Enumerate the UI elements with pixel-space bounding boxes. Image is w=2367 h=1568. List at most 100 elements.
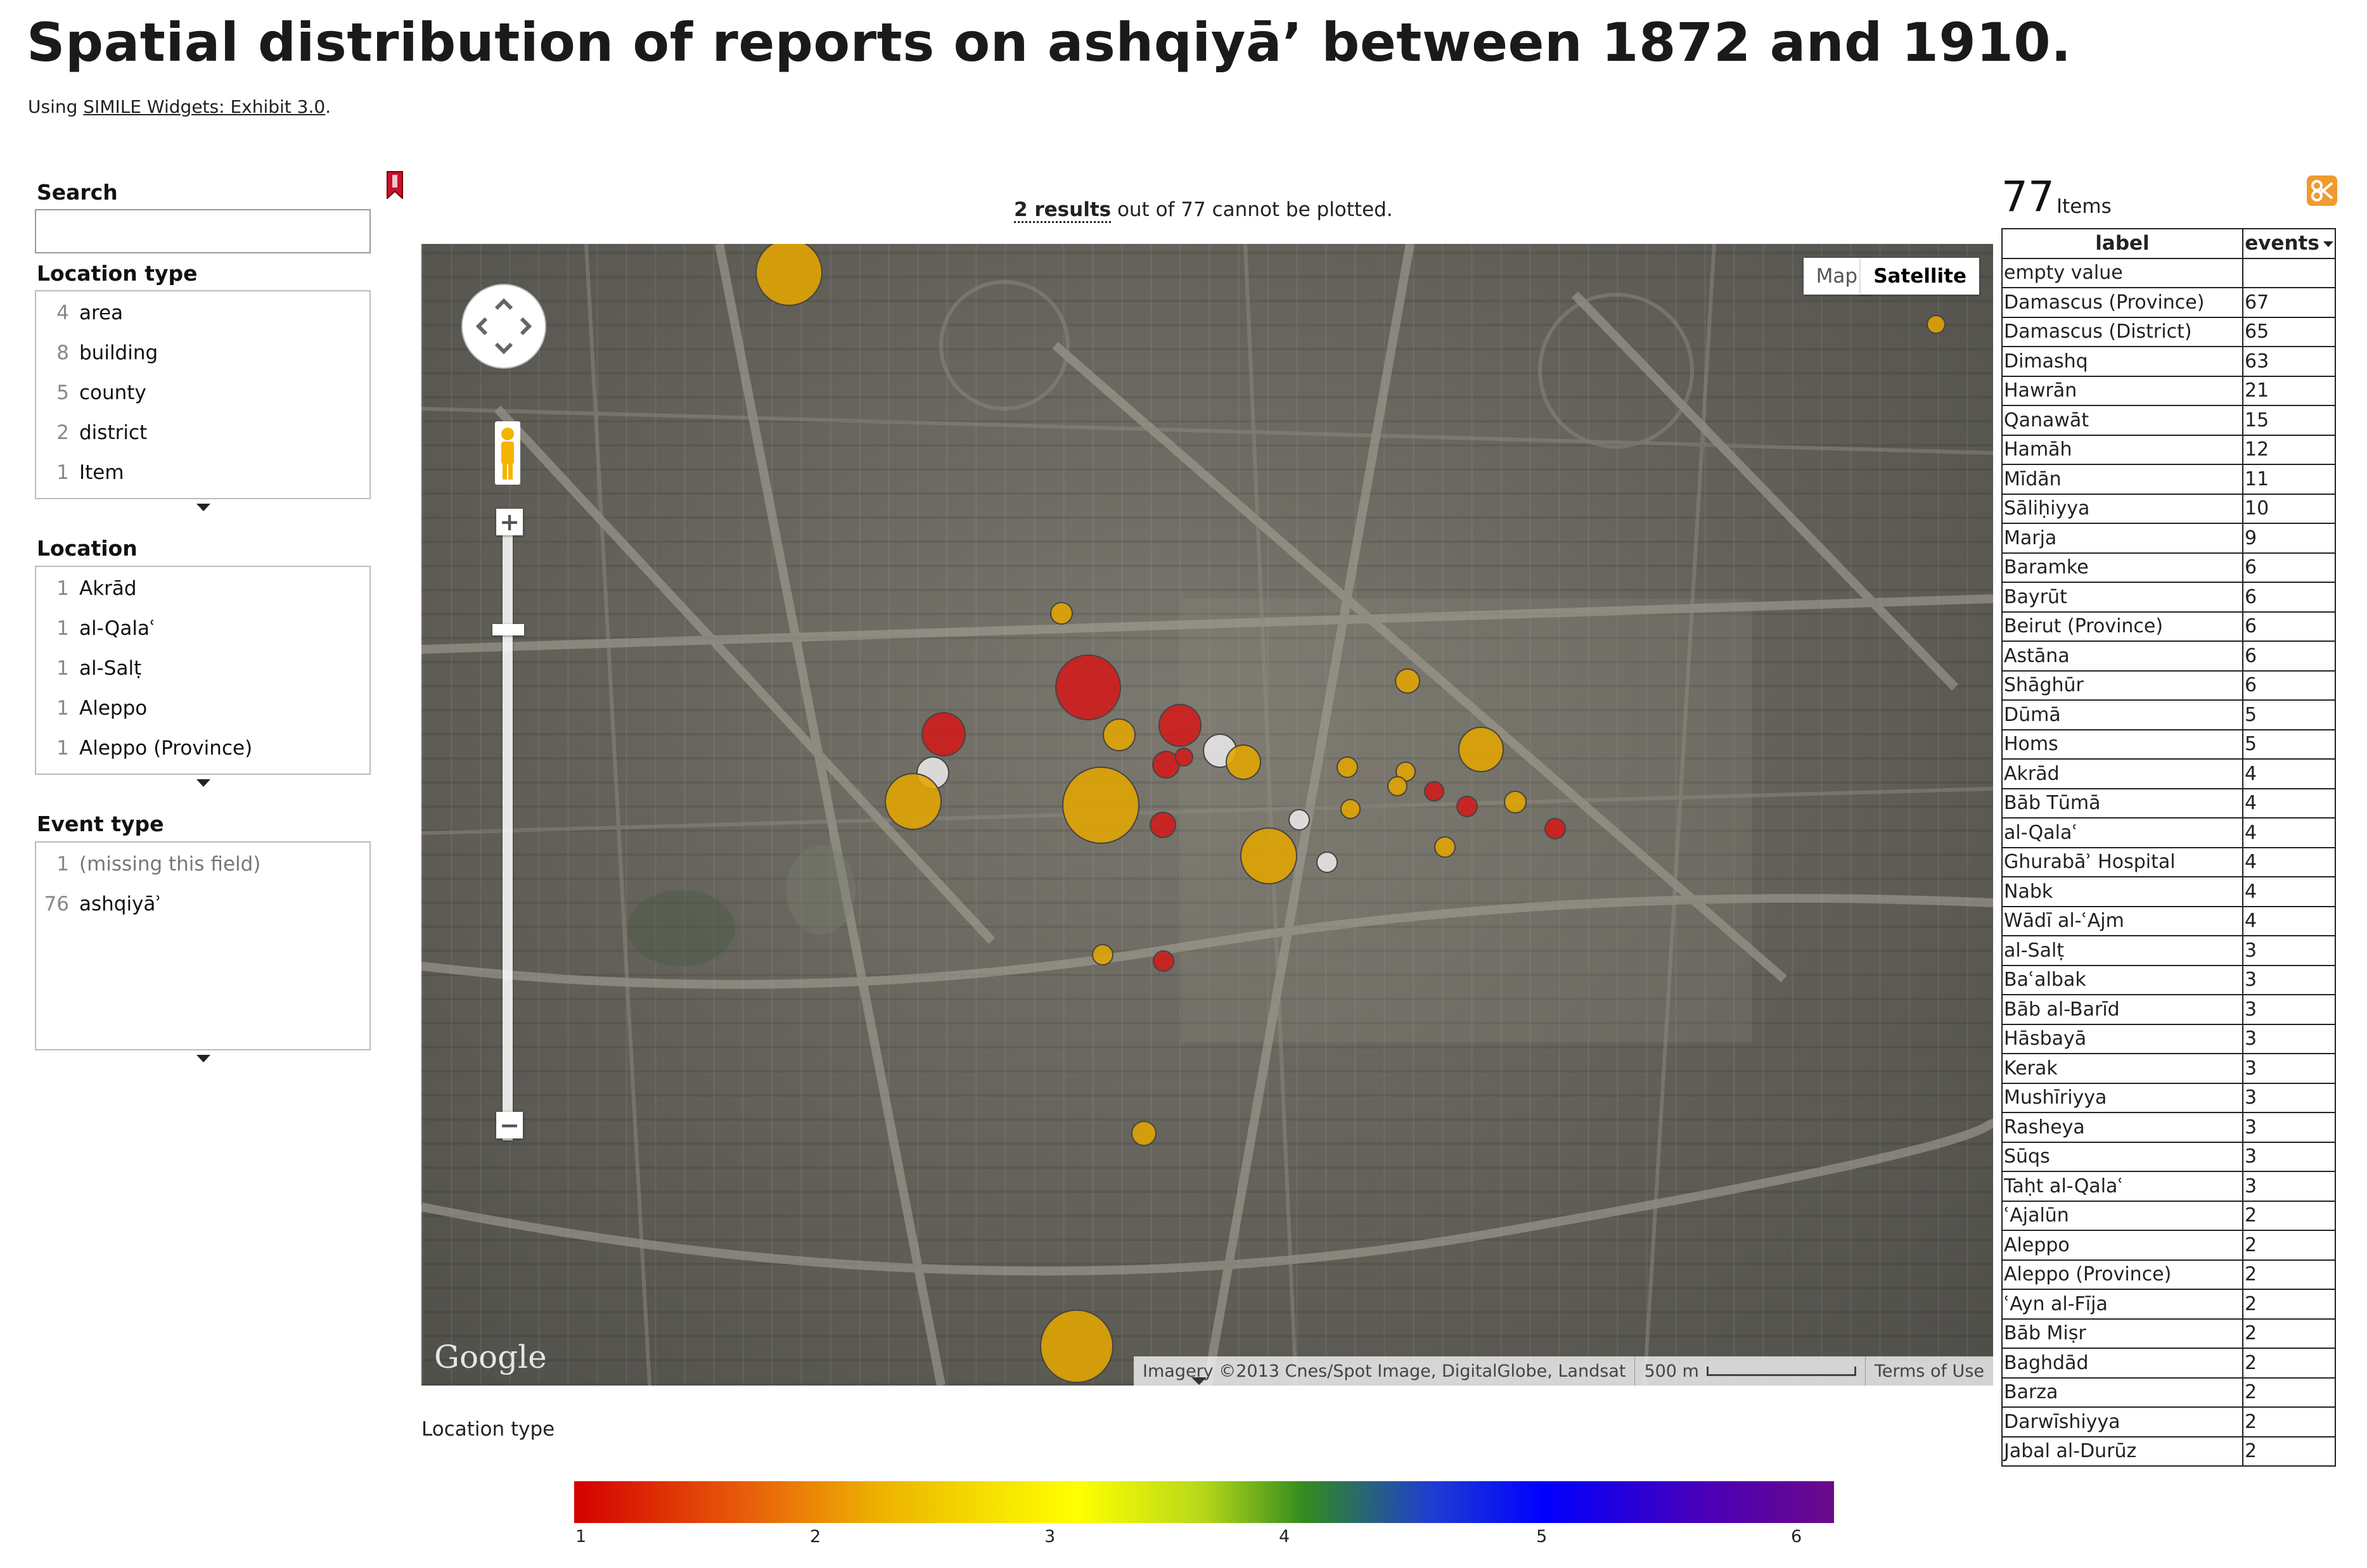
table-row[interactable]: Beirut (Province) 6 (2001, 611, 2336, 642)
table-row[interactable]: empty value (2001, 257, 2336, 288)
map-marker[interactable] (1153, 950, 1174, 972)
facet-item[interactable]: 1 Aleppo (36, 688, 369, 728)
table-row[interactable]: Marja 9 (2001, 523, 2336, 554)
row-label[interactable]: Mushīriyya (2001, 1082, 2243, 1113)
row-label[interactable]: Ghurabāʾ Hospital (2001, 846, 2243, 877)
row-label[interactable]: Barza (2001, 1377, 2243, 1408)
table-row[interactable]: Barza 2 (2001, 1377, 2336, 1408)
map-marker[interactable] (1504, 791, 1527, 813)
facet-item[interactable]: 76 ashqiyāʾ (36, 884, 369, 924)
table-row[interactable]: Kerak 3 (2001, 1053, 2336, 1084)
table-row[interactable]: ʿAyn al-Fīja 2 (2001, 1289, 2336, 1320)
table-row[interactable]: Bāb al-Barīd 3 (2001, 994, 2336, 1025)
table-row[interactable]: Baramke 6 (2001, 552, 2336, 583)
row-label[interactable]: Mīdān (2001, 464, 2243, 495)
table-row[interactable]: Nabk 4 (2001, 876, 2336, 907)
bookmark-icon[interactable] (387, 171, 403, 199)
row-label[interactable]: Shāghūr (2001, 670, 2243, 701)
event-type-expand-arrow[interactable] (196, 1055, 210, 1062)
terms-link[interactable]: Terms of Use (1864, 1356, 1993, 1386)
table-row[interactable]: Baʿalbak 3 (2001, 964, 2336, 995)
row-label[interactable]: Astāna (2001, 641, 2243, 672)
table-row[interactable]: Sūqs 3 (2001, 1141, 2336, 1172)
row-label[interactable]: Qanawāt (2001, 405, 2243, 436)
table-row[interactable]: Mīdān 11 (2001, 464, 2336, 495)
facet-item[interactable]: 1 (missing this field) (36, 844, 369, 884)
label-column-header[interactable]: label (2001, 228, 2243, 259)
map-marker[interactable] (1040, 1310, 1113, 1383)
table-row[interactable]: Taḥt al-Qalaʿ 3 (2001, 1171, 2336, 1202)
map-marker[interactable] (755, 244, 823, 306)
table-row[interactable]: Bayrūt 6 (2001, 582, 2336, 613)
table-row[interactable]: Dūmā 5 (2001, 699, 2336, 730)
row-label[interactable]: Rasheya (2001, 1112, 2243, 1143)
row-label[interactable]: Homs (2001, 729, 2243, 760)
row-label[interactable]: Kerak (2001, 1053, 2243, 1084)
table-row[interactable]: Bāb Tūmā 4 (2001, 787, 2336, 819)
map-marker[interactable] (1174, 748, 1193, 767)
table-row[interactable]: al-Qalaʿ 4 (2001, 817, 2336, 848)
row-label[interactable]: Hāsbayā (2001, 1023, 2243, 1054)
map-marker[interactable] (1288, 809, 1310, 831)
zoom-slider-track[interactable] (503, 526, 513, 1140)
table-row[interactable]: Damascus (District) 65 (2001, 316, 2336, 347)
table-row[interactable]: Wādī al-ʿAjm 4 (2001, 905, 2336, 936)
map-marker[interactable] (1458, 727, 1504, 772)
row-label[interactable]: Damascus (Province) (2001, 287, 2243, 318)
table-row[interactable]: Hawrān 21 (2001, 375, 2336, 406)
table-row[interactable]: Dimashq 63 (2001, 346, 2336, 377)
row-label[interactable]: Akrād (2001, 758, 2243, 789)
map-marker[interactable] (1050, 602, 1073, 625)
table-row[interactable]: Bāb Miṣr 2 (2001, 1318, 2336, 1349)
row-label[interactable]: ʿAjalūn (2001, 1200, 2243, 1231)
row-label[interactable]: Dimashq (2001, 346, 2243, 377)
map-marker[interactable] (1434, 836, 1456, 858)
unplotted-results-link[interactable]: 2 results (1014, 198, 1112, 223)
row-label[interactable]: al-Qalaʿ (2001, 817, 2243, 848)
zoom-in-button[interactable]: + (496, 509, 523, 535)
table-row[interactable]: Jabal al-Durūz 2 (2001, 1436, 2336, 1467)
row-label[interactable]: al-Salṭ (2001, 935, 2243, 966)
table-row[interactable]: Darwīshiyya 2 (2001, 1406, 2336, 1437)
row-label[interactable]: Darwīshiyya (2001, 1406, 2243, 1437)
export-icon[interactable] (2307, 175, 2337, 206)
map-marker[interactable] (1337, 756, 1358, 778)
table-row[interactable]: al-Salṭ 3 (2001, 935, 2336, 966)
table-row[interactable]: Ghurabāʾ Hospital 4 (2001, 846, 2336, 877)
map-resize-arrow[interactable] (1191, 1377, 1207, 1385)
row-label[interactable]: Beirut (Province) (2001, 611, 2243, 642)
map-marker[interactable] (1226, 744, 1261, 780)
map-marker[interactable] (1316, 851, 1338, 873)
table-row[interactable]: Baghdād 2 (2001, 1348, 2336, 1379)
map-marker[interactable] (1456, 796, 1478, 817)
table-row[interactable]: ʿAjalūn 2 (2001, 1200, 2336, 1231)
row-label[interactable]: Bāb al-Barīd (2001, 994, 2243, 1025)
table-row[interactable]: Sāliḥiyya 10 (2001, 493, 2336, 524)
zoom-slider-handle[interactable] (492, 624, 524, 635)
row-label[interactable]: Aleppo (Province) (2001, 1259, 2243, 1290)
map-marker[interactable] (1158, 704, 1202, 747)
row-label[interactable]: Wādī al-ʿAjm (2001, 905, 2243, 936)
map-type-satellite-button[interactable]: Satellite (1861, 258, 1979, 295)
table-row[interactable]: Mushīriyya 3 (2001, 1082, 2336, 1113)
row-label[interactable]: empty value (2001, 257, 2243, 288)
row-label[interactable]: Bāb Tūmā (2001, 787, 2243, 819)
location-type-expand-arrow[interactable] (196, 504, 210, 511)
row-label[interactable]: Hamāh (2001, 434, 2243, 465)
row-label[interactable]: Sūqs (2001, 1141, 2243, 1172)
events-column-header[interactable]: events (2242, 228, 2336, 259)
table-row[interactable]: Hāsbayā 3 (2001, 1023, 2336, 1054)
row-label[interactable]: Aleppo (2001, 1230, 2243, 1261)
map-marker[interactable] (1544, 818, 1566, 839)
map-marker[interactable] (1131, 1121, 1157, 1146)
table-row[interactable]: Shāghūr 6 (2001, 670, 2336, 701)
facet-item[interactable]: 2 district (36, 412, 369, 452)
row-label[interactable]: Nabk (2001, 876, 2243, 907)
map-marker[interactable] (921, 712, 966, 756)
facet-item[interactable]: 1 al-Qalaʿ (36, 608, 369, 648)
map-marker[interactable] (1424, 781, 1444, 801)
map-marker[interactable] (885, 773, 942, 830)
search-input[interactable] (35, 209, 371, 253)
facet-item[interactable]: 1 Aleppo (Province) (36, 728, 369, 768)
map-marker[interactable] (1062, 767, 1139, 844)
